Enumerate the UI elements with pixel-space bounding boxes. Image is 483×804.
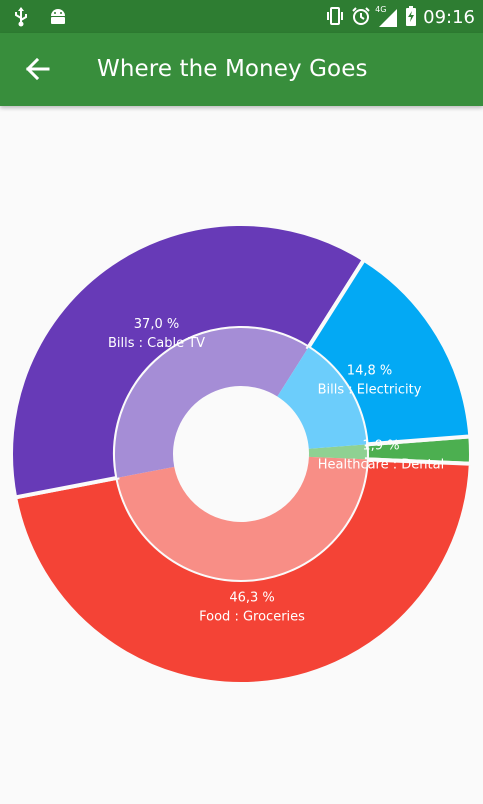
slice-name-food-groceries: Food : Groceries: [199, 610, 305, 625]
slice-name-healthcare-dental: Healthcare : Dental: [318, 458, 444, 473]
slice-percent-bills-cable-tv: 37,0 %: [134, 317, 179, 332]
slice-percent-healthcare-dental: 1,9 %: [362, 439, 399, 454]
inner-slice-bills-cable-tv[interactable]: [115, 328, 309, 478]
inner-slice-healthcare-dental[interactable]: [308, 444, 367, 460]
slice-label-healthcare-dental: 1,9 % Healthcare : Dental: [318, 439, 444, 473]
status-bar: 4G 09:16: [0, 0, 483, 33]
status-time: 09:16: [423, 7, 475, 28]
android-debug-icon: [48, 7, 68, 31]
inner-slice-food-groceries[interactable]: [117, 456, 367, 581]
slice-label-bills-cable-tv: 37,0 % Bills : Cable TV: [108, 317, 205, 351]
network-type: 4G: [375, 5, 387, 14]
slice-percent-food-groceries: 46,3 %: [229, 591, 274, 606]
back-button[interactable]: [16, 47, 60, 91]
slice-label-food-groceries: 46,3 % Food : Groceries: [199, 591, 305, 625]
chart-area: 1,9 % Healthcare : Dental 46,3 % Food : Gro…: [0, 106, 483, 800]
expense-donut-chart: 1,9 % Healthcare : Dental 46,3 % Food : Gro…: [9, 222, 473, 686]
alarm-icon: [351, 6, 371, 30]
page-title: Where the Money Goes: [97, 56, 368, 82]
usb-icon: [12, 7, 30, 31]
arrow-back-icon: [16, 57, 60, 95]
slice-name-bills-electricity: Bills : Electricity: [318, 383, 422, 398]
app-bar: Where the Money Goes: [0, 33, 483, 106]
slice-percent-bills-electricity: 14,8 %: [347, 364, 392, 379]
inner-slice-bills-electricity[interactable]: [277, 347, 367, 449]
battery-charging-icon: [405, 6, 417, 30]
slice-label-bills-electricity: 14,8 % Bills : Electricity: [318, 364, 422, 398]
signal-icon: 4G: [375, 5, 399, 28]
vibrate-icon: [325, 6, 345, 30]
slice-name-bills-cable-tv: Bills : Cable TV: [108, 336, 205, 351]
